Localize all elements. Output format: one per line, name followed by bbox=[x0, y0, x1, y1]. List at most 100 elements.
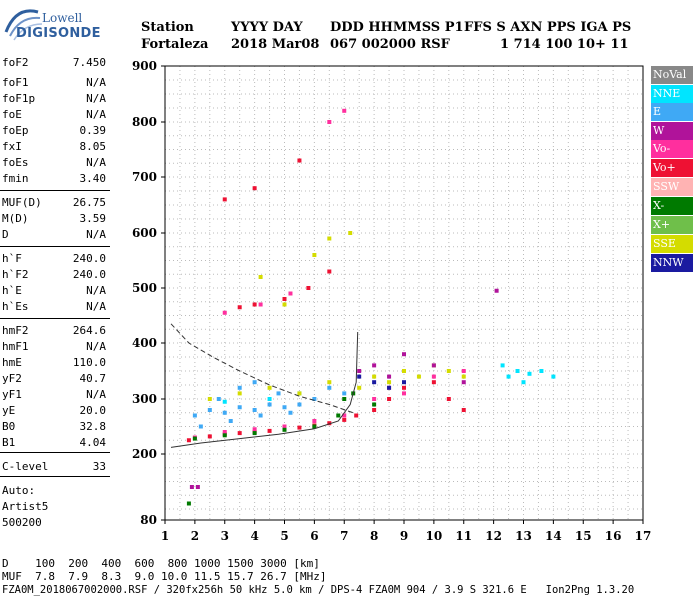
header-value-station: Fortaleza bbox=[141, 37, 209, 52]
footer-muf-table: D 100 200 400 600 800 1000 1500 3000 [km… bbox=[2, 557, 327, 583]
param-value: 4.04 bbox=[79, 436, 107, 449]
profile-curves-layer bbox=[170, 323, 359, 448]
echo-point-w bbox=[372, 363, 377, 368]
echo-point-x- bbox=[336, 413, 341, 418]
param-value: 7.450 bbox=[72, 56, 106, 69]
param-label: hmE bbox=[2, 356, 22, 369]
y-tick-label: 800 bbox=[132, 115, 157, 129]
echo-point-nne bbox=[539, 369, 544, 373]
legend-item-vo: Vo+ bbox=[651, 159, 693, 177]
echo-point-vo+ bbox=[372, 408, 377, 412]
param-value: 40.7 bbox=[79, 372, 107, 385]
param-label: h`F2 bbox=[2, 268, 29, 281]
param-row-fof2: foF2 7.450 bbox=[2, 56, 106, 72]
echo-point-vo+ bbox=[237, 431, 242, 436]
echo-point-e bbox=[297, 402, 302, 407]
param-label: yF1 bbox=[2, 388, 22, 401]
echo-point-e bbox=[192, 413, 197, 418]
footer-d-row: D 100 200 400 600 800 1000 1500 3000 [km… bbox=[2, 557, 320, 570]
x-tick-label: 2 bbox=[191, 529, 199, 543]
echo-point-sse bbox=[297, 391, 302, 396]
echo-point-e bbox=[237, 385, 242, 390]
echo-point-w bbox=[461, 380, 466, 385]
param-value: N/A bbox=[86, 340, 106, 353]
header-label-station: Station bbox=[141, 20, 194, 35]
echo-point-sse bbox=[312, 253, 317, 257]
param-value: 3.59 bbox=[79, 212, 107, 225]
echo-point-nne bbox=[551, 374, 556, 379]
echo-point-vo+ bbox=[306, 286, 311, 290]
echo-point-x- bbox=[282, 427, 287, 432]
echo-point-vo+ bbox=[297, 425, 302, 430]
param-row-hmf1: hmF1 N/A bbox=[2, 340, 106, 356]
echo-point-e bbox=[228, 419, 233, 423]
echo-point-e bbox=[252, 380, 257, 385]
x-tick-label: 13 bbox=[515, 529, 532, 543]
echo-point-e bbox=[327, 385, 332, 390]
electron-density-profile-curve bbox=[170, 331, 359, 448]
y-tick-label: 400 bbox=[132, 336, 157, 350]
footer-muf-row: MUF 7.8 7.9 8.3 9.0 10.0 11.5 15.7 26.7 … bbox=[2, 570, 327, 583]
echo-point-nne bbox=[222, 399, 227, 404]
echo-point-e bbox=[252, 408, 257, 412]
echo-point-sse bbox=[267, 385, 272, 390]
param-label: fmin bbox=[2, 172, 29, 185]
param-label: foEs bbox=[2, 156, 29, 169]
echo-point-nne bbox=[521, 380, 526, 385]
y-tick-label: 700 bbox=[132, 170, 157, 184]
echo-point-sse bbox=[327, 380, 332, 385]
grid-layer bbox=[165, 66, 643, 520]
echo-point-sse bbox=[348, 231, 353, 235]
echo-point-sse bbox=[237, 391, 242, 396]
param-row-d: D N/A bbox=[2, 228, 106, 244]
legend-item-ssw: SSW bbox=[651, 178, 693, 196]
echo-point-x- bbox=[252, 431, 257, 436]
param-row-hf: h`F 240.0 bbox=[2, 252, 106, 268]
logo-swoosh-icon bbox=[4, 9, 42, 41]
param-value: 240.0 bbox=[72, 268, 106, 281]
echo-point-vo+ bbox=[207, 434, 212, 439]
echo-point-e bbox=[216, 397, 221, 401]
param-separator bbox=[0, 452, 110, 453]
param-value: 110.0 bbox=[72, 356, 106, 369]
echo-point-vo+ bbox=[222, 197, 227, 202]
echo-point-vo+ bbox=[327, 269, 332, 274]
param-label: yF2 bbox=[2, 372, 22, 385]
x-tick-label: 5 bbox=[280, 529, 288, 543]
param-value: 32.8 bbox=[79, 420, 107, 433]
echo-point-vo- bbox=[258, 302, 263, 307]
echo-point-sse bbox=[327, 236, 332, 241]
param-row-hf2: h`F2 240.0 bbox=[2, 268, 106, 284]
echo-point-sse bbox=[446, 369, 451, 373]
param-row-fof1p: foF1p N/A bbox=[2, 92, 106, 108]
echo-point-vo+ bbox=[282, 297, 287, 301]
echo-point-sse bbox=[387, 380, 392, 385]
param-label: foF2 bbox=[2, 56, 29, 69]
param-value: 264.6 bbox=[72, 324, 106, 337]
echo-point-e bbox=[198, 424, 203, 429]
logo-bottom-text: DIGISONDE bbox=[16, 26, 101, 41]
echo-point-vo- bbox=[222, 310, 227, 315]
y-tick-label: 200 bbox=[132, 447, 157, 461]
echo-point-vo+ bbox=[402, 385, 406, 390]
param-label: C-level bbox=[2, 460, 49, 473]
echo-points-layer bbox=[186, 108, 556, 506]
echo-point-vo+ bbox=[387, 397, 392, 401]
echo-point-nne bbox=[527, 371, 532, 376]
param-separator bbox=[0, 246, 110, 247]
param-row-b1: B1 4.04 bbox=[2, 436, 106, 452]
echo-point-e bbox=[267, 402, 272, 407]
param-label: fxI bbox=[2, 140, 22, 153]
echo-point-vo+ bbox=[461, 408, 466, 412]
echo-point-vo+ bbox=[342, 417, 347, 422]
param-value: N/A bbox=[86, 284, 106, 297]
x-tick-label: 12 bbox=[485, 529, 502, 543]
legend-item-vo: Vo- bbox=[651, 140, 693, 158]
echo-point-x- bbox=[372, 402, 377, 407]
echo-point-sse bbox=[461, 374, 466, 379]
echo-point-vo- bbox=[252, 427, 257, 432]
param-label: h`F bbox=[2, 252, 22, 265]
param-value: 26.75 bbox=[72, 196, 106, 209]
param-value: N/A bbox=[86, 108, 106, 121]
x-tick-label: 4 bbox=[250, 529, 258, 543]
